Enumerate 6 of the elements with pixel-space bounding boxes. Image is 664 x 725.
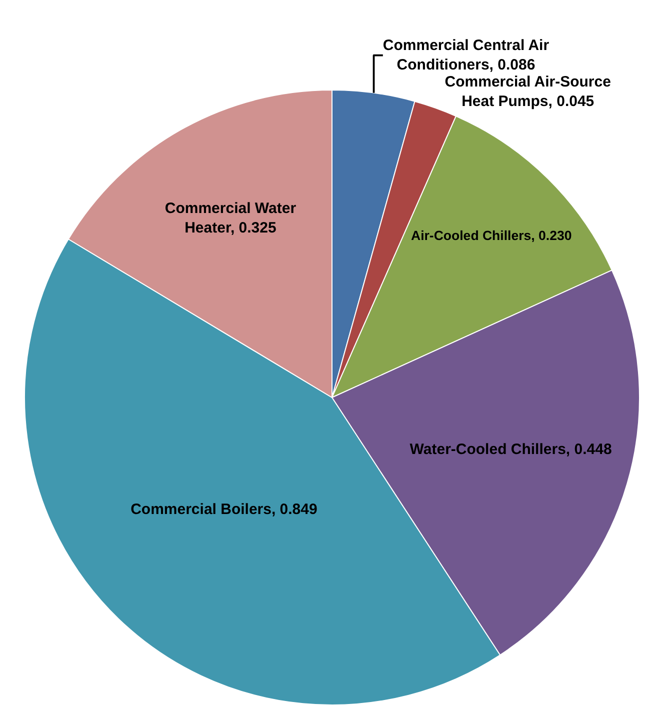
slice-label: Water-Cooled Chillers, 0.448 [410,440,612,458]
slice-label: Commercial Water Heater, 0.325 [164,200,296,236]
slice-label: Air-Cooled Chillers, 0.230 [410,228,572,244]
slice-label: Commercial Central Air Conditioners, 0.086 [382,37,550,74]
slice-label: Commercial Boilers, 0.849 [130,501,318,518]
slice-label: Commercial Air-Source Heat Pumps, 0.045 [444,74,611,110]
